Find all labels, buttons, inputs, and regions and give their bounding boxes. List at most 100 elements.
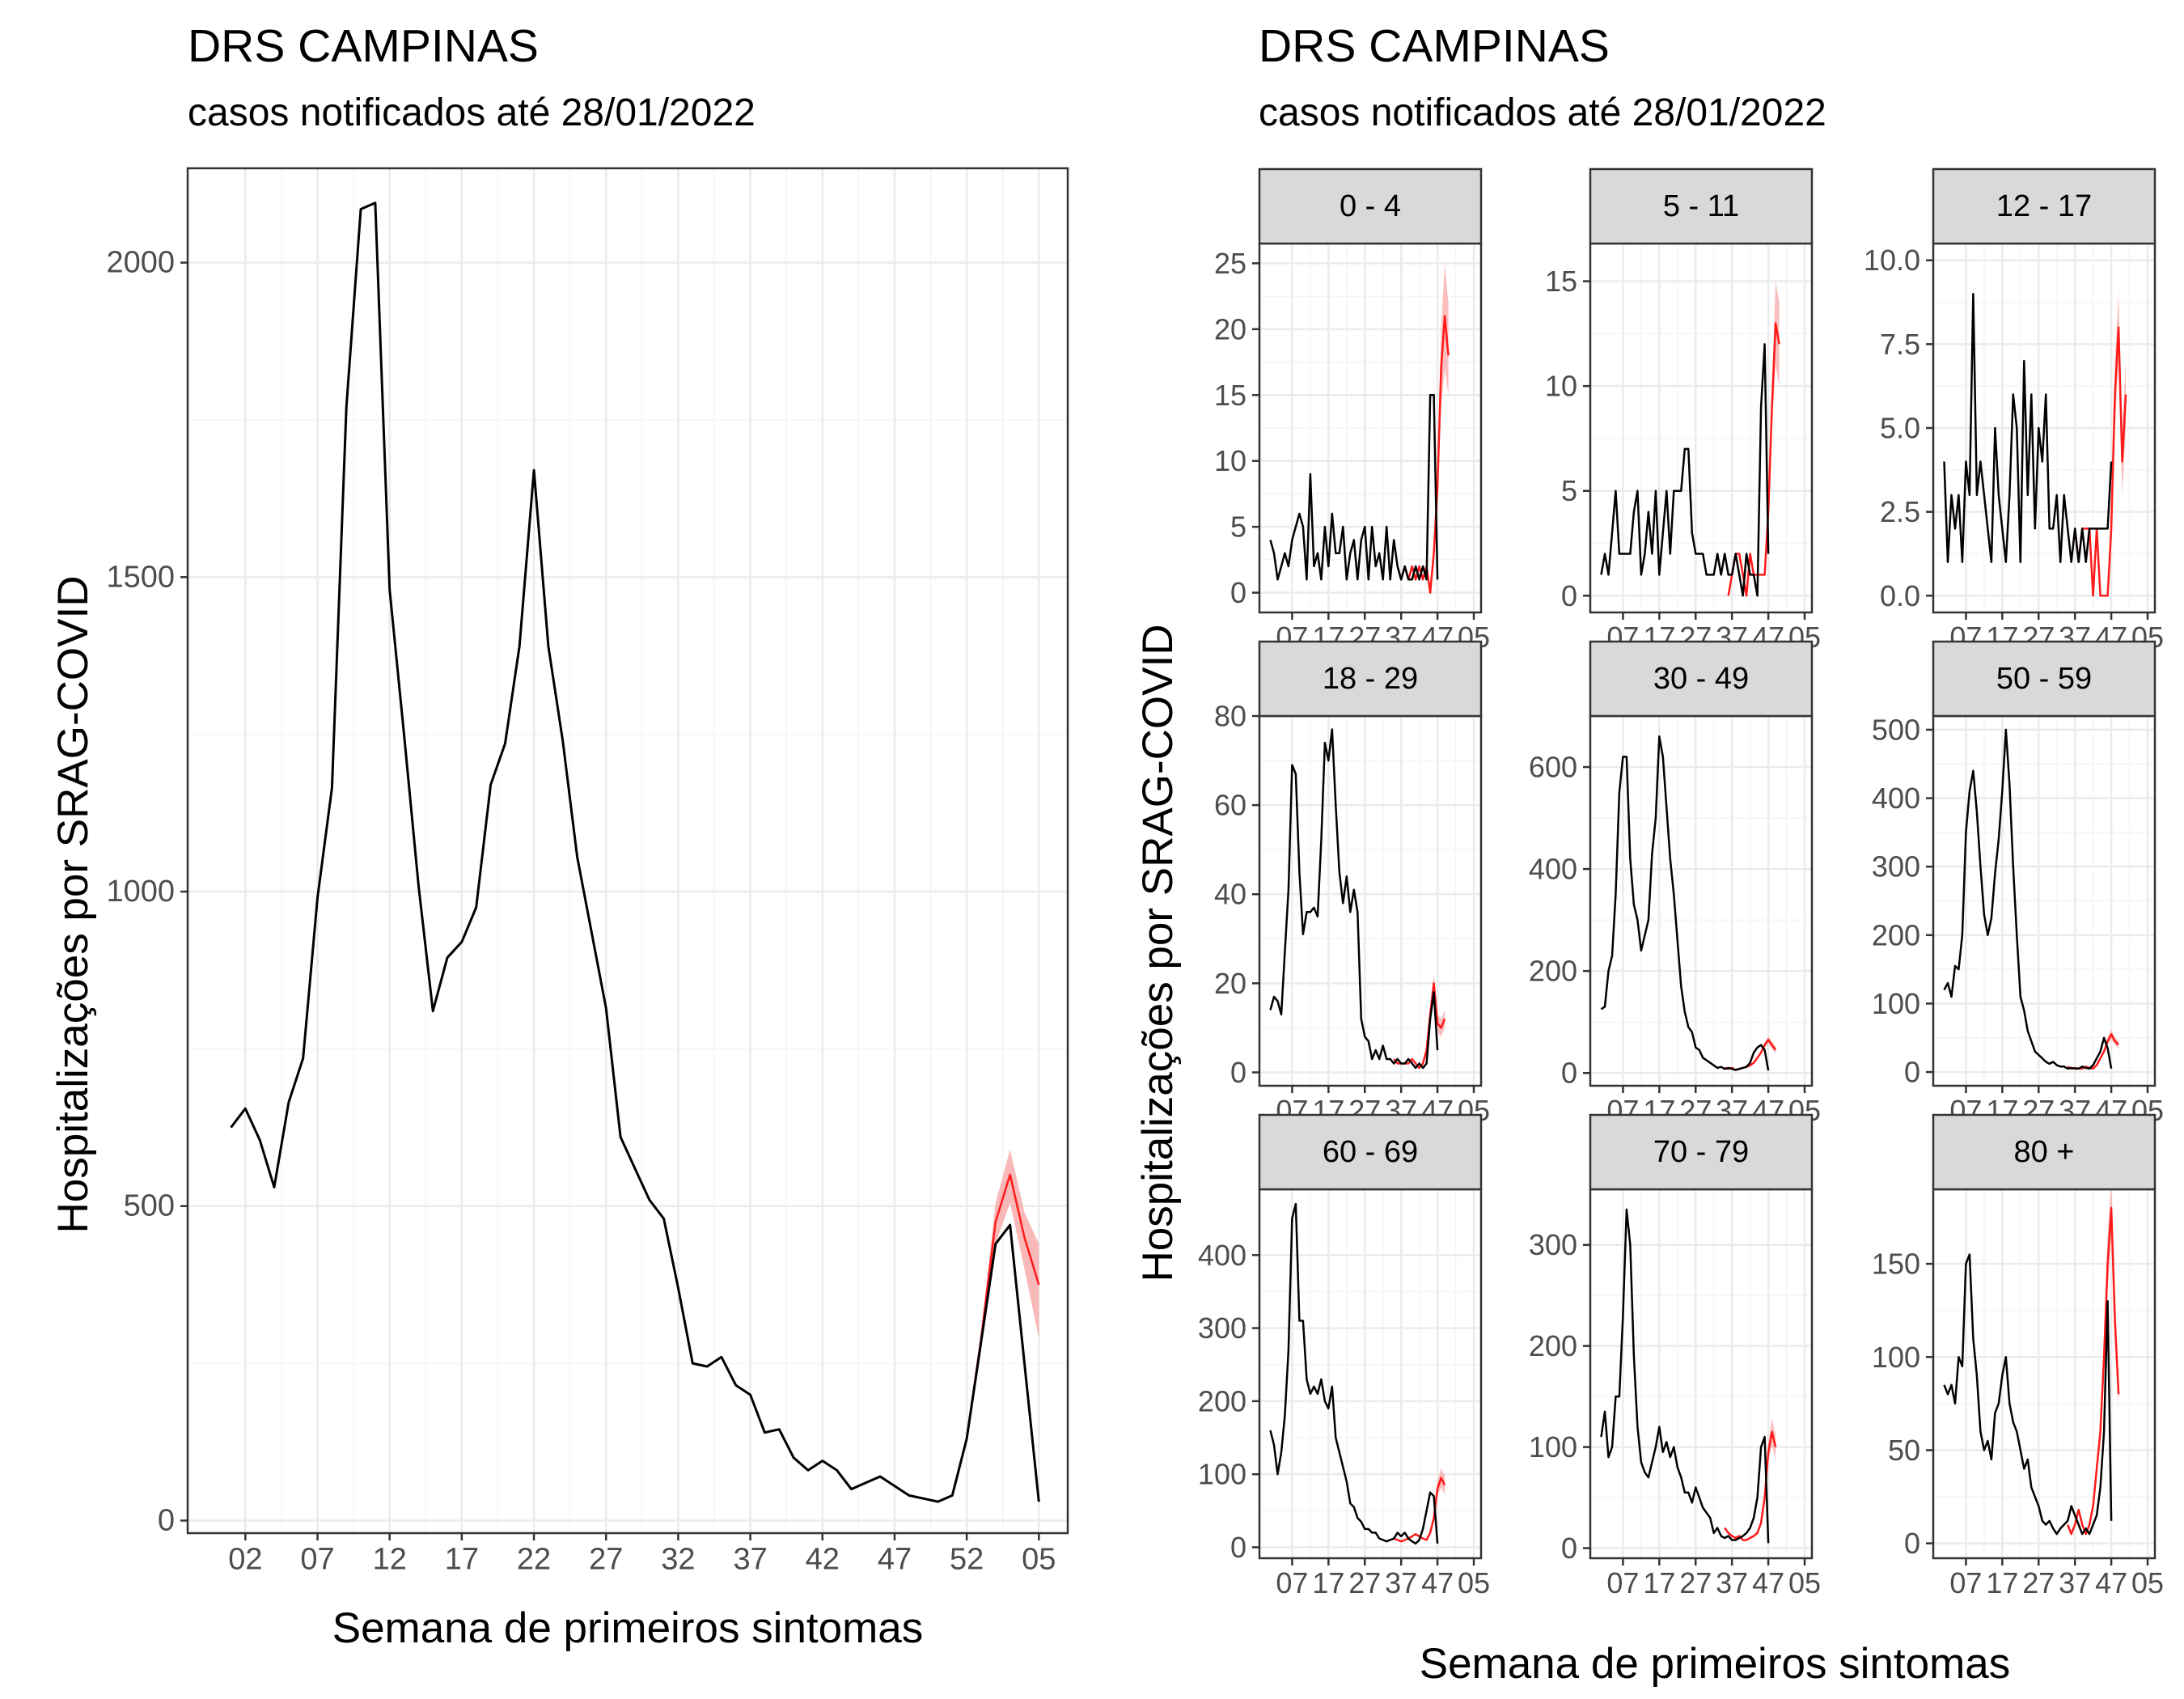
facet-8-x-tick-label: 47 <box>1752 1566 1784 1599</box>
left-panel-background <box>188 168 1068 1533</box>
facet-7-observed-line <box>1269 1202 1439 1545</box>
facet-6-strip-label: 50 - 59 <box>1996 662 2092 696</box>
right-subtitle: casos notificados até 28/01/2022 <box>1259 91 1826 134</box>
facet-8-strip-label: 70 - 79 <box>1653 1135 1749 1169</box>
facet-7-x-tick-label: 47 <box>1421 1566 1454 1599</box>
facet-3-observed-line <box>1943 292 2113 564</box>
facet-7-y-tick-label: 100 <box>1198 1458 1246 1491</box>
facet-9-x-tick-label: 37 <box>2059 1566 2091 1599</box>
facet-4-strip-label: 18 - 29 <box>1323 662 1418 696</box>
facet-8-y-tick-label: 100 <box>1529 1430 1577 1464</box>
facet-6-observed-line <box>1943 728 2113 1070</box>
facet-8-x-tick-label: 17 <box>1643 1566 1675 1599</box>
facet-9-y-tick-label: 150 <box>1872 1248 1920 1281</box>
facet-8-strip <box>1589 1113 1814 1191</box>
left-panel-x-tick-label: 12 <box>373 1542 407 1576</box>
facet-5-strip <box>1589 640 1814 718</box>
left-panel-y-tick-label: 500 <box>124 1189 175 1223</box>
facet-1-y-tick-label: 20 <box>1214 312 1246 345</box>
left-panel-y-tick-label: 1000 <box>106 875 175 909</box>
facet-4-y-tick-label: 20 <box>1214 967 1246 1000</box>
left-panel-x-tick-label: 27 <box>589 1542 623 1576</box>
facet-7-strip-label: 60 - 69 <box>1323 1135 1418 1169</box>
facet-3-y-tick-label: 10.0 <box>1864 244 1920 277</box>
facet-8-y-tick-label: 200 <box>1529 1329 1577 1362</box>
facet-1-observed-line <box>1269 394 1439 581</box>
facet-4-strip <box>1258 640 1483 718</box>
left-panel-y-tick-label: 2000 <box>106 246 175 280</box>
left-title: DRS CAMPINAS <box>188 20 539 72</box>
facet-5-estimate-band <box>1725 1036 1776 1070</box>
facet-7-x-tick-label: 37 <box>1385 1566 1417 1599</box>
facet-6-y-tick-label: 500 <box>1872 713 1920 746</box>
left-panel-x-tick-label: 47 <box>878 1542 912 1576</box>
facet-6-y-tick-label: 100 <box>1872 987 1920 1020</box>
facet-9-x-tick-label: 47 <box>2095 1566 2127 1599</box>
facet-1-strip <box>1258 167 1483 245</box>
facet-6-y-tick-label: 0 <box>1904 1056 1920 1089</box>
facet-1-y-tick-label: 0 <box>1230 576 1246 609</box>
left-panel-x-tick-label: 32 <box>661 1542 695 1576</box>
facet-2-strip-label: 5 - 11 <box>1663 189 1739 223</box>
facet-3-strip-label: 12 - 17 <box>1996 189 2092 223</box>
facet-8-background <box>1590 1189 1812 1558</box>
facet-2-y-tick-label: 10 <box>1545 370 1577 403</box>
facet-8-estimate-line <box>1724 1430 1777 1541</box>
facet-3-y-tick-label: 0.0 <box>1880 579 1920 612</box>
facet-8-x-tick-label: 27 <box>1679 1566 1712 1599</box>
facet-2-strip <box>1589 167 1814 245</box>
facet-9-observed-line <box>1943 1253 2113 1536</box>
facet-4-y-tick-label: 0 <box>1230 1056 1246 1089</box>
facet-1-y-tick-label: 15 <box>1214 379 1246 412</box>
facet-2-observed-line <box>1600 343 1770 597</box>
facet-5-strip-label: 30 - 49 <box>1653 662 1749 696</box>
facet-7-x-tick-label: 07 <box>1276 1566 1308 1599</box>
left-panel-x-tick-label: 05 <box>1022 1542 1056 1576</box>
facet-4-y-tick-label: 80 <box>1214 700 1246 733</box>
facet-9-x-tick-label: 27 <box>2022 1566 2055 1599</box>
facet-3-strip <box>1932 167 2156 245</box>
facet-4-y-tick-label: 40 <box>1214 878 1246 911</box>
left-panel-y-tick-label: 1500 <box>106 560 175 594</box>
left-subtitle: casos notificados até 28/01/2022 <box>188 91 756 134</box>
facet-5-y-tick-label: 0 <box>1561 1057 1577 1090</box>
left-panel-x-tick-label: 02 <box>228 1542 262 1576</box>
facet-9-y-tick-label: 100 <box>1872 1341 1920 1374</box>
facet-5-y-tick-label: 400 <box>1529 853 1577 886</box>
facet-7-y-tick-label: 300 <box>1198 1311 1246 1345</box>
facet-8-x-tick-label: 07 <box>1606 1566 1639 1599</box>
facet-8-x-tick-label: 37 <box>1716 1566 1748 1599</box>
facet-7-x-tick-label: 05 <box>1458 1566 1490 1599</box>
facet-9: 0 50 100 150 07 17 27 37 47 05 80 + <box>1872 1113 2164 1599</box>
facet-2-y-tick-label: 15 <box>1545 265 1577 298</box>
facet-7-y-tick-label: 200 <box>1198 1384 1246 1417</box>
facet-3-y-tick-label: 5.0 <box>1880 412 1920 445</box>
left-panel: 0 500 1000 1500 2000 02 07 12 17 22 27 32 37 42 47 52 05 <box>106 167 1069 1576</box>
left-panel-x-tick-label: 22 <box>517 1542 551 1576</box>
left-panel-x-tick-label: 52 <box>950 1542 984 1576</box>
facet-8-x-tick-label: 05 <box>1788 1566 1821 1599</box>
facet-9-y-tick-label: 50 <box>1888 1434 1920 1467</box>
facet-6-y-tick-label: 300 <box>1872 850 1920 883</box>
left-panel-x-tick-label: 07 <box>300 1542 334 1576</box>
facet-5-y-tick-label: 600 <box>1529 751 1577 784</box>
facet-7-y-tick-label: 0 <box>1230 1531 1246 1564</box>
facet-8: 0 100 200 300 07 17 27 37 47 05 70 - 79 <box>1529 1113 1821 1599</box>
left-panel-x-tick-label: 17 <box>445 1542 479 1576</box>
facet-9-y-tick-label: 0 <box>1904 1527 1920 1560</box>
facet-1-y-tick-label: 10 <box>1214 444 1246 477</box>
left-panel-x-tick-label: 42 <box>806 1542 840 1576</box>
facet-3-estimate-line <box>2073 326 2127 597</box>
facet-6-strip <box>1932 640 2156 718</box>
left-x-axis-label: Semana de primeiros sintomas <box>332 1604 924 1652</box>
facet-9-x-tick-label: 17 <box>1986 1566 2018 1599</box>
facet-7-estimate-line <box>1393 1477 1446 1543</box>
facet-6-y-tick-label: 200 <box>1872 918 1920 951</box>
facet-8-y-tick-label: 0 <box>1561 1532 1577 1565</box>
